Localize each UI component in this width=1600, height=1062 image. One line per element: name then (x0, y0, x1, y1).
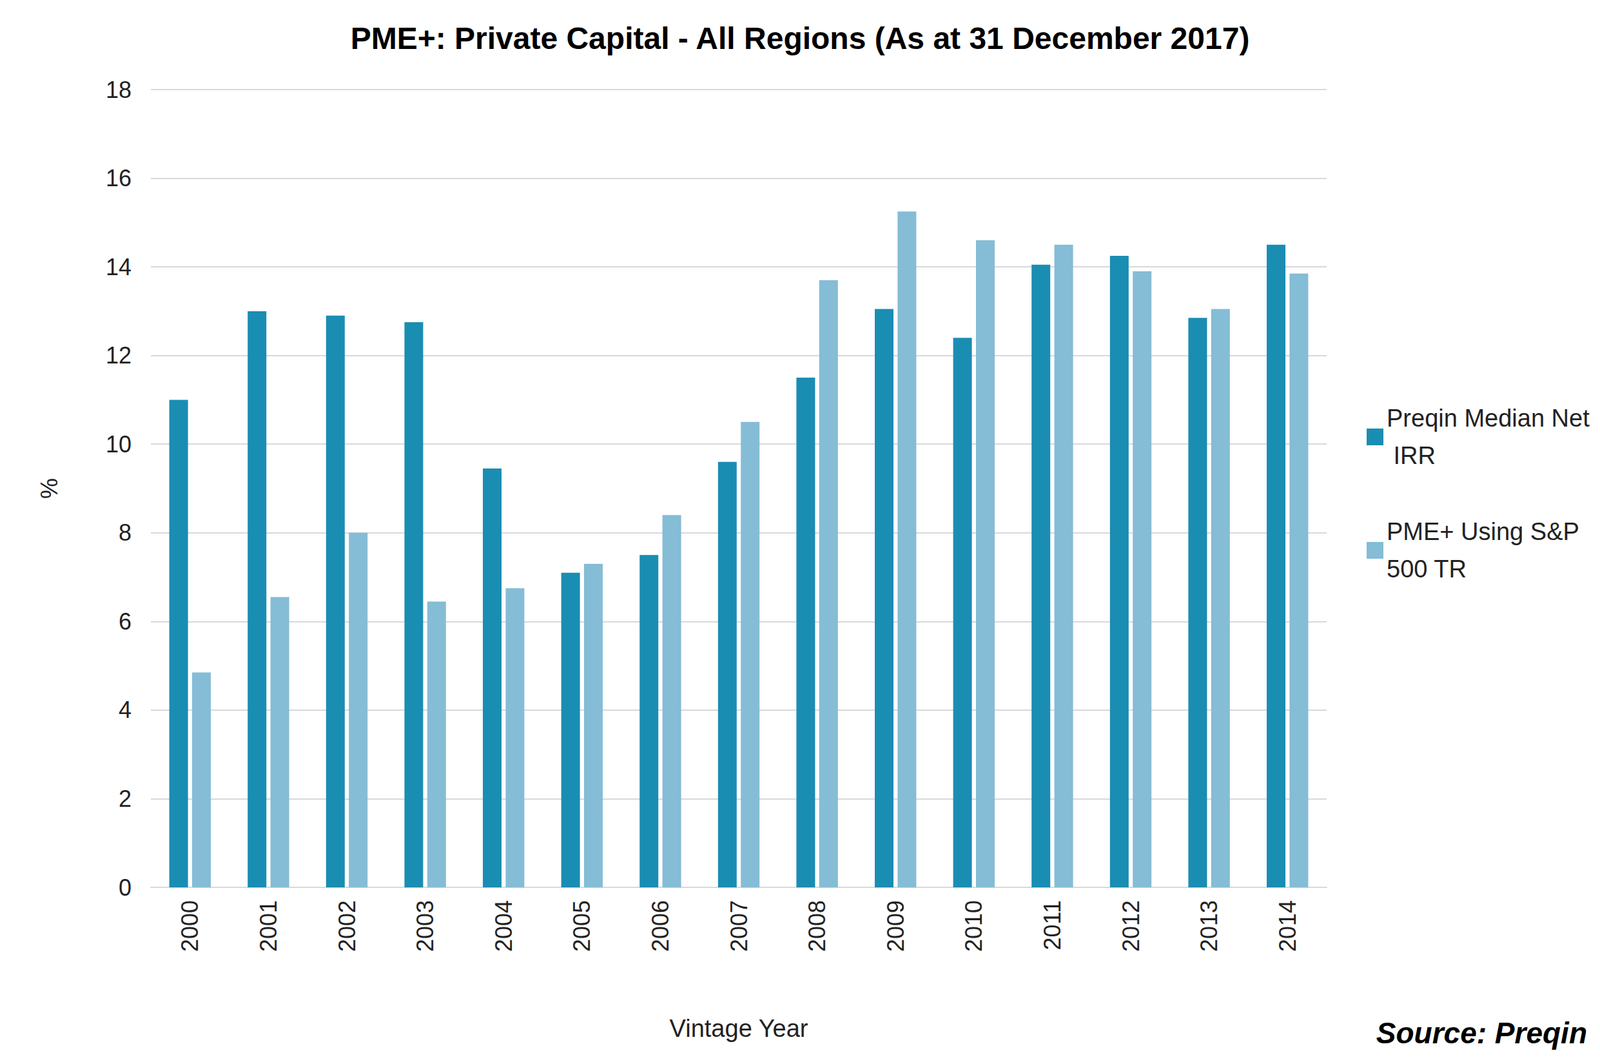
svg-text:8: 8 (118, 519, 132, 547)
svg-text:Vintage Year: Vintage Year (669, 1015, 809, 1043)
svg-text:2010: 2010 (960, 900, 987, 953)
svg-text:Source: Preqin: Source: Preqin (1376, 1016, 1588, 1051)
svg-text:12: 12 (105, 342, 132, 369)
svg-text:2002: 2002 (333, 900, 361, 953)
svg-text:Preqin Median Net: Preqin Median Net (1386, 404, 1590, 432)
svg-text:0: 0 (118, 874, 132, 902)
svg-text:18: 18 (105, 76, 132, 104)
svg-text:2001: 2001 (255, 900, 282, 953)
svg-text:PME+: Private Capital - All Re: PME+: Private Capital - All Regions (As … (350, 21, 1250, 56)
svg-text:16: 16 (105, 165, 132, 192)
svg-text:%: % (36, 478, 63, 499)
svg-text:2011: 2011 (1039, 900, 1066, 951)
svg-text:10: 10 (105, 431, 132, 458)
svg-text:2004: 2004 (490, 900, 518, 953)
svg-text:2013: 2013 (1195, 900, 1223, 953)
svg-text:2014: 2014 (1274, 900, 1301, 953)
svg-text:IRR: IRR (1386, 442, 1436, 470)
svg-text:2: 2 (118, 785, 132, 813)
svg-text:PME+ Using S&P: PME+ Using S&P (1386, 518, 1586, 546)
svg-text:500 TR: 500 TR (1386, 555, 1467, 583)
svg-text:2003: 2003 (411, 900, 439, 953)
svg-text:2005: 2005 (568, 900, 596, 953)
svg-text:14: 14 (105, 253, 132, 281)
svg-text:2009: 2009 (882, 900, 909, 953)
svg-text:2000: 2000 (176, 900, 204, 953)
svg-text:2008: 2008 (803, 900, 831, 953)
svg-text:2012: 2012 (1117, 900, 1145, 953)
svg-text:4: 4 (118, 696, 132, 724)
svg-text:2006: 2006 (647, 900, 674, 953)
svg-text:6: 6 (118, 608, 132, 635)
svg-text:2007: 2007 (725, 900, 753, 953)
